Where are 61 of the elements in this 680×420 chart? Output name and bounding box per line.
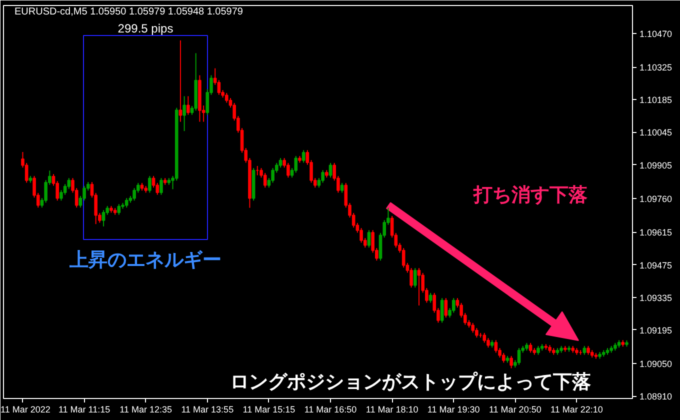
candlestick — [217, 80, 221, 96]
candlestick — [224, 92, 228, 104]
x-tick-label: 11 Mar 18:10 — [366, 404, 418, 414]
candlestick — [444, 298, 448, 318]
candlestick — [321, 170, 324, 184]
y-tick-label: 1.09050 — [640, 359, 672, 370]
candlestick — [452, 298, 456, 314]
candlestick — [413, 268, 417, 288]
candlestick — [63, 184, 67, 196]
candlestick — [471, 322, 474, 334]
x-tick-label: 11 Mar 16:50 — [304, 404, 357, 414]
y-tick-label: 1.09615 — [640, 228, 672, 238]
candlestick — [482, 332, 486, 344]
x-tick-label: 11 Mar 22:10 — [550, 404, 603, 414]
candlestick — [286, 162, 290, 178]
x-tick-label: 11 Mar 13:55 — [181, 404, 234, 414]
candlestick — [182, 96, 186, 132]
x-tick-label: 11 Mar 2022 — [0, 404, 50, 414]
y-tick-label: 1.09195 — [640, 325, 672, 336]
x-tick-label: 11 Mar 11:15 — [58, 404, 110, 414]
candlestick — [328, 162, 332, 178]
annotation: 上昇のエネルギー — [68, 249, 222, 271]
y-tick-label: 1.09905 — [640, 160, 672, 170]
candlestick — [340, 182, 344, 194]
candlestick — [302, 150, 306, 164]
candlestick — [417, 268, 421, 306]
candlestick — [494, 340, 498, 354]
candlestick — [294, 155, 298, 174]
x-tick-label: 11 Mar 20:50 — [488, 404, 542, 414]
candlestick — [263, 172, 267, 188]
candlestick — [102, 210, 106, 227]
candlestick — [428, 292, 432, 304]
y-tick-label: 1.08910 — [640, 392, 672, 402]
candlestick — [117, 204, 121, 216]
candlestick — [160, 178, 163, 196]
candlestick — [186, 96, 190, 116]
candlestick — [367, 230, 371, 248]
candlestick — [178, 40, 182, 122]
y-tick-label: 1.09760 — [640, 194, 672, 204]
x-tick-label: 11 Mar 15:15 — [242, 404, 296, 414]
x-tick-label: 11 Mar 12:35 — [120, 404, 172, 414]
chart-title: EURUSD-cd,M5 1.05950 1.05979 1.05948 1.05979 — [14, 6, 244, 18]
candlestick — [510, 355, 513, 369]
y-tick-label: 1.09475 — [640, 260, 672, 270]
annotation: 299.5 pips — [118, 22, 174, 36]
annotation: 打ち消す下落 — [472, 184, 588, 206]
candlestick — [517, 348, 521, 366]
candlestick — [148, 175, 152, 194]
candlestick — [440, 298, 444, 324]
candlestick — [24, 162, 28, 184]
x-tick-label: 11 Mar 19:30 — [427, 404, 480, 414]
y-tick-label: 1.09335 — [640, 292, 672, 303]
candlestick — [528, 342, 532, 354]
y-tick-label: 1.10185 — [640, 95, 672, 106]
candlestick — [502, 352, 506, 364]
annotation: ロングポジションがストップによって下落 — [230, 371, 591, 393]
y-tick-label: 1.10045 — [640, 128, 672, 138]
y-tick-label: 1.10470 — [640, 28, 672, 39]
candlestick — [278, 158, 282, 168]
candlestick — [124, 198, 128, 208]
y-tick-label: 1.10325 — [640, 62, 672, 73]
